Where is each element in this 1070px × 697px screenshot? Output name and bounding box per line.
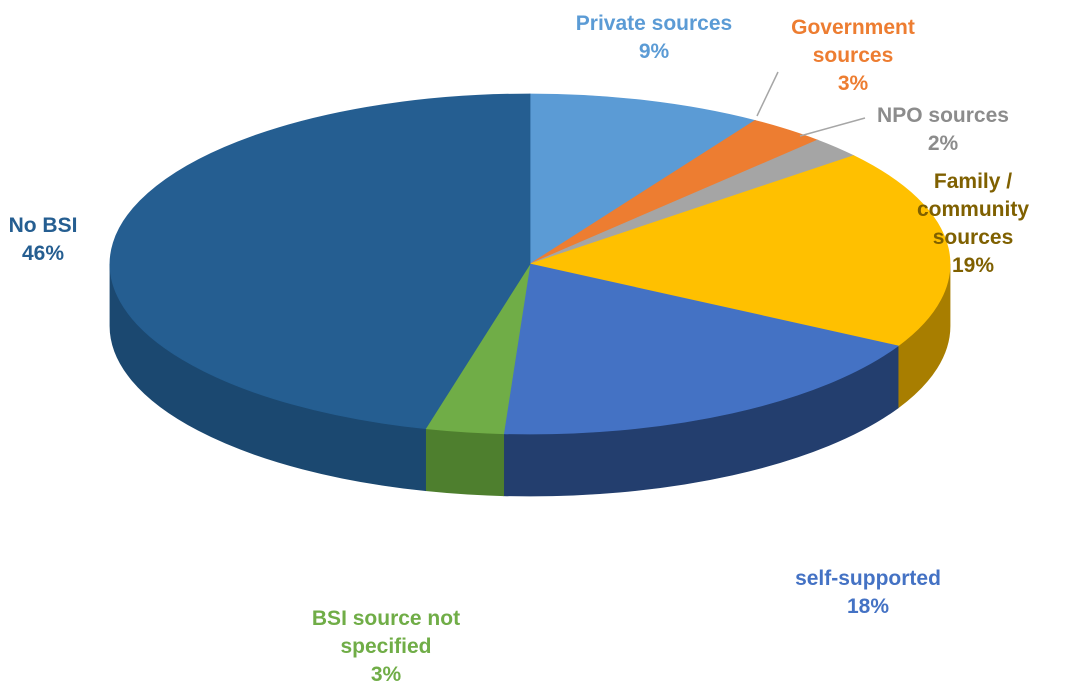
data-label-0: Private sources 9% (576, 12, 732, 63)
slice-value-label: 19% (952, 254, 994, 277)
pie-slice-3 (528, 155, 951, 347)
slice-value-label: 18% (847, 595, 889, 618)
data-label-1: Government sources 3% (791, 16, 915, 95)
pie-slice-0 (529, 93, 757, 265)
slice-category-label: NPO sources (877, 104, 1009, 127)
slice-category-label: BSI source not (312, 607, 460, 630)
slice-category-label: Government (791, 16, 915, 39)
slice-category-label: No BSI (9, 214, 78, 237)
slice-category-label: sources (933, 226, 1014, 249)
leader-line-0 (756, 71, 779, 117)
data-label-6: No BSI 46% (9, 214, 78, 265)
data-label-5: BSI source not specified 3% (312, 607, 460, 686)
pie-slice-6 (109, 93, 531, 430)
data-label-3: Family / community sources 19% (917, 170, 1029, 277)
leader-line-1 (799, 117, 866, 137)
slice-category-label: Private sources (576, 12, 732, 35)
slice-category-label: specified (340, 635, 431, 658)
pie-side-5 (425, 428, 505, 497)
slice-category-label: community (917, 198, 1029, 221)
pie-top-faces (109, 93, 951, 435)
slice-value-label: 46% (22, 242, 64, 265)
slice-value-label: 2% (928, 132, 959, 155)
data-label-2: NPO sources 2% (877, 104, 1009, 155)
slice-category-label: self-supported (795, 567, 941, 590)
slice-value-label: 3% (371, 663, 402, 686)
slice-value-label: 9% (639, 40, 670, 63)
slice-category-label: sources (813, 44, 894, 67)
slice-value-label: 3% (838, 72, 869, 95)
slice-category-label: Family / (934, 170, 1012, 193)
pie-slice-4 (503, 263, 899, 435)
data-label-4: self-supported 18% (795, 567, 941, 618)
